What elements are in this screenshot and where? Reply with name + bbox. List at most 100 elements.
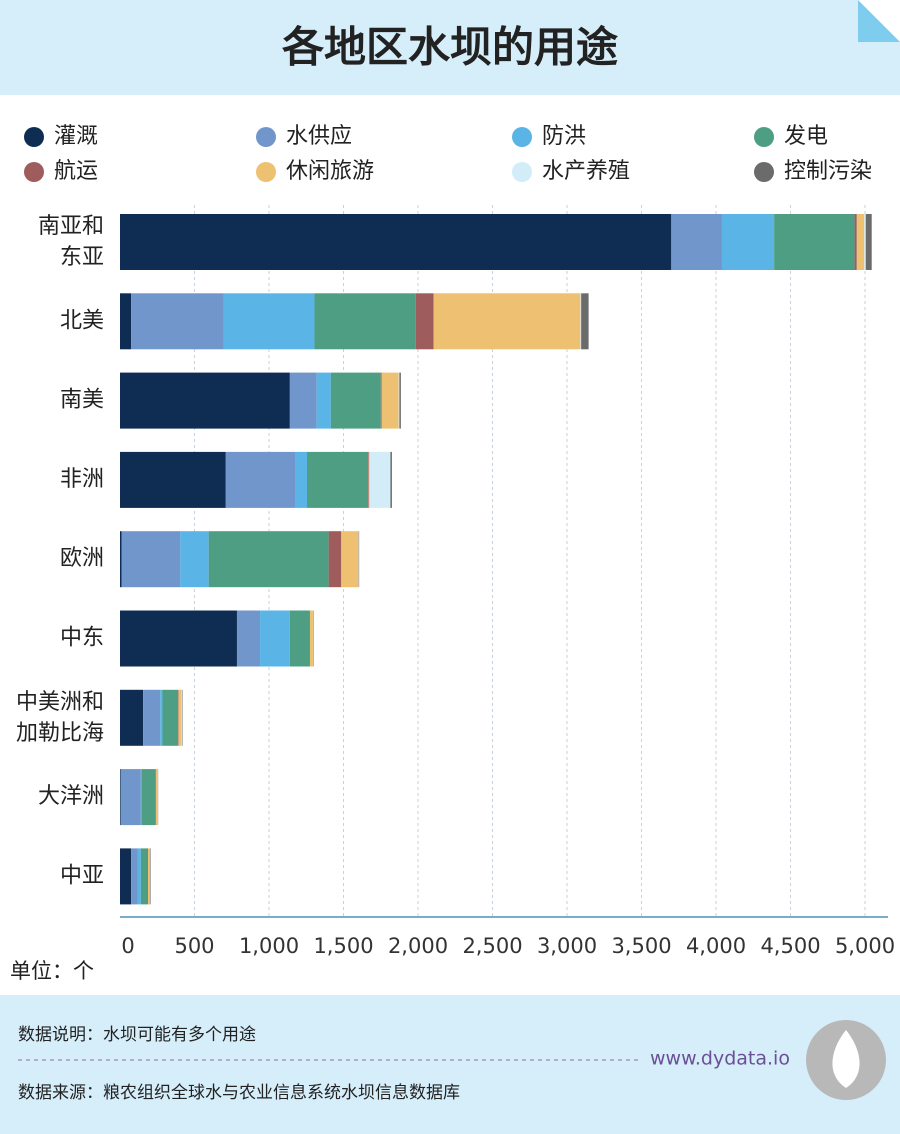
- legend-dot: [754, 162, 774, 182]
- bar-segment: [671, 214, 722, 270]
- bar-segment: [854, 214, 857, 270]
- legend-dot: [256, 127, 276, 147]
- bar-segment: [398, 372, 400, 429]
- bar-segment: [415, 293, 434, 350]
- x-tick-label: 3,500: [611, 934, 671, 958]
- unit-label: 单位：个: [10, 959, 94, 983]
- bar-segment: [120, 531, 122, 588]
- logo-leaf: [832, 1030, 860, 1088]
- bar-segment: [141, 769, 156, 826]
- legend-label: 灌溉: [54, 124, 98, 149]
- x-tick-label: 1,000: [239, 934, 299, 958]
- bar-segment: [865, 214, 872, 270]
- legend-label: 水供应: [286, 124, 352, 149]
- footer-box: [0, 995, 900, 1134]
- y-tick-label: 南亚和东亚: [38, 214, 104, 270]
- y-tick-label: 非洲: [60, 467, 104, 492]
- chart-title: 各地区水坝的用途: [282, 23, 618, 72]
- bar-segment: [208, 531, 329, 588]
- y-tick-label: 中东: [60, 626, 104, 651]
- bar-segment: [225, 451, 296, 508]
- y-tick-label: 欧洲: [60, 546, 104, 571]
- bar-segment: [143, 689, 161, 746]
- y-tick-label: 北美: [60, 308, 104, 333]
- y-tick-label: 中亚: [60, 863, 104, 888]
- bar-segment: [856, 214, 865, 270]
- bar-segment: [306, 451, 369, 508]
- footer-source: 数据来源：粮农组织全球水与农业信息系统水坝信息数据库: [18, 1083, 460, 1103]
- legend-label: 发电: [784, 124, 828, 149]
- bar-segment: [380, 372, 382, 429]
- legend-dot: [24, 127, 44, 147]
- bar-segment: [368, 451, 370, 508]
- bar-segment: [149, 848, 151, 905]
- bar-segment: [399, 372, 401, 429]
- bar-segment: [289, 610, 310, 667]
- legend-dot: [754, 127, 774, 147]
- x-tick-label: 500: [174, 934, 214, 958]
- bar-segment: [581, 293, 589, 350]
- bar-segment: [120, 769, 141, 826]
- bar-segment: [289, 372, 317, 429]
- legend-dot: [24, 162, 44, 182]
- x-tick-label: 0: [121, 934, 134, 958]
- bar-segment: [120, 293, 132, 350]
- bar-segment: [180, 531, 209, 588]
- bar-segment: [137, 848, 141, 905]
- bar-segment: [120, 372, 290, 429]
- y-tick-label: 中美洲和加勒比海: [16, 690, 104, 746]
- bar-segment: [131, 293, 224, 350]
- legend-dot: [512, 127, 532, 147]
- label-line: 加勒比海: [16, 721, 104, 746]
- legend-label: 休闲旅游: [286, 159, 374, 184]
- bar-segment: [156, 769, 158, 826]
- label-line: 南亚和: [38, 214, 104, 239]
- legend-dot: [512, 162, 532, 182]
- bar-segment: [160, 689, 163, 746]
- legend-label: 航运: [54, 159, 98, 184]
- title-banner: [0, 0, 900, 95]
- bar-segment: [328, 531, 342, 588]
- bar-segment: [295, 451, 307, 508]
- footer-site: www.dydata.io: [650, 1048, 790, 1070]
- x-tick-label: 4,000: [686, 934, 746, 958]
- legend-label: 控制污染: [784, 159, 872, 184]
- bar-segment: [368, 451, 369, 508]
- bar-segment: [121, 531, 181, 588]
- bar-segment: [433, 293, 581, 350]
- bar-segment: [390, 451, 392, 508]
- bar-segment: [120, 689, 144, 746]
- bar-segment: [131, 848, 138, 905]
- bar-segment: [260, 610, 290, 667]
- bar-segment: [120, 214, 672, 270]
- bar-segment: [120, 610, 237, 667]
- bar-segment: [774, 214, 855, 270]
- bar-segment: [148, 848, 150, 905]
- label-line: 中美洲和: [16, 690, 104, 715]
- bar-segment: [162, 689, 179, 746]
- bar-segment: [316, 372, 331, 429]
- x-tick-label: 1,500: [313, 934, 373, 958]
- legend-label: 水产养殖: [542, 159, 630, 184]
- bar-segment: [140, 848, 148, 905]
- x-tick-label: 3,000: [537, 934, 597, 958]
- bar-segment: [330, 372, 381, 429]
- bar-segment: [341, 531, 359, 588]
- y-tick-label: 大洋洲: [38, 784, 104, 809]
- x-tick-label: 2,500: [462, 934, 522, 958]
- y-tick-label: 南美: [60, 388, 104, 413]
- bar-segment: [580, 293, 582, 350]
- bar-segment: [236, 610, 261, 667]
- bar-segment: [381, 372, 399, 429]
- bar-segment: [721, 214, 775, 270]
- bar-segment: [309, 610, 310, 667]
- bar-segment: [864, 214, 866, 270]
- x-tick-label: 2,000: [388, 934, 448, 958]
- bar-segment: [140, 769, 142, 826]
- legend-label: 防洪: [542, 124, 586, 149]
- legend-dot: [256, 162, 276, 182]
- label-line: 东亚: [60, 245, 104, 270]
- bar-segment: [314, 293, 416, 350]
- bar-segment: [178, 689, 182, 746]
- bar-segment: [309, 610, 313, 667]
